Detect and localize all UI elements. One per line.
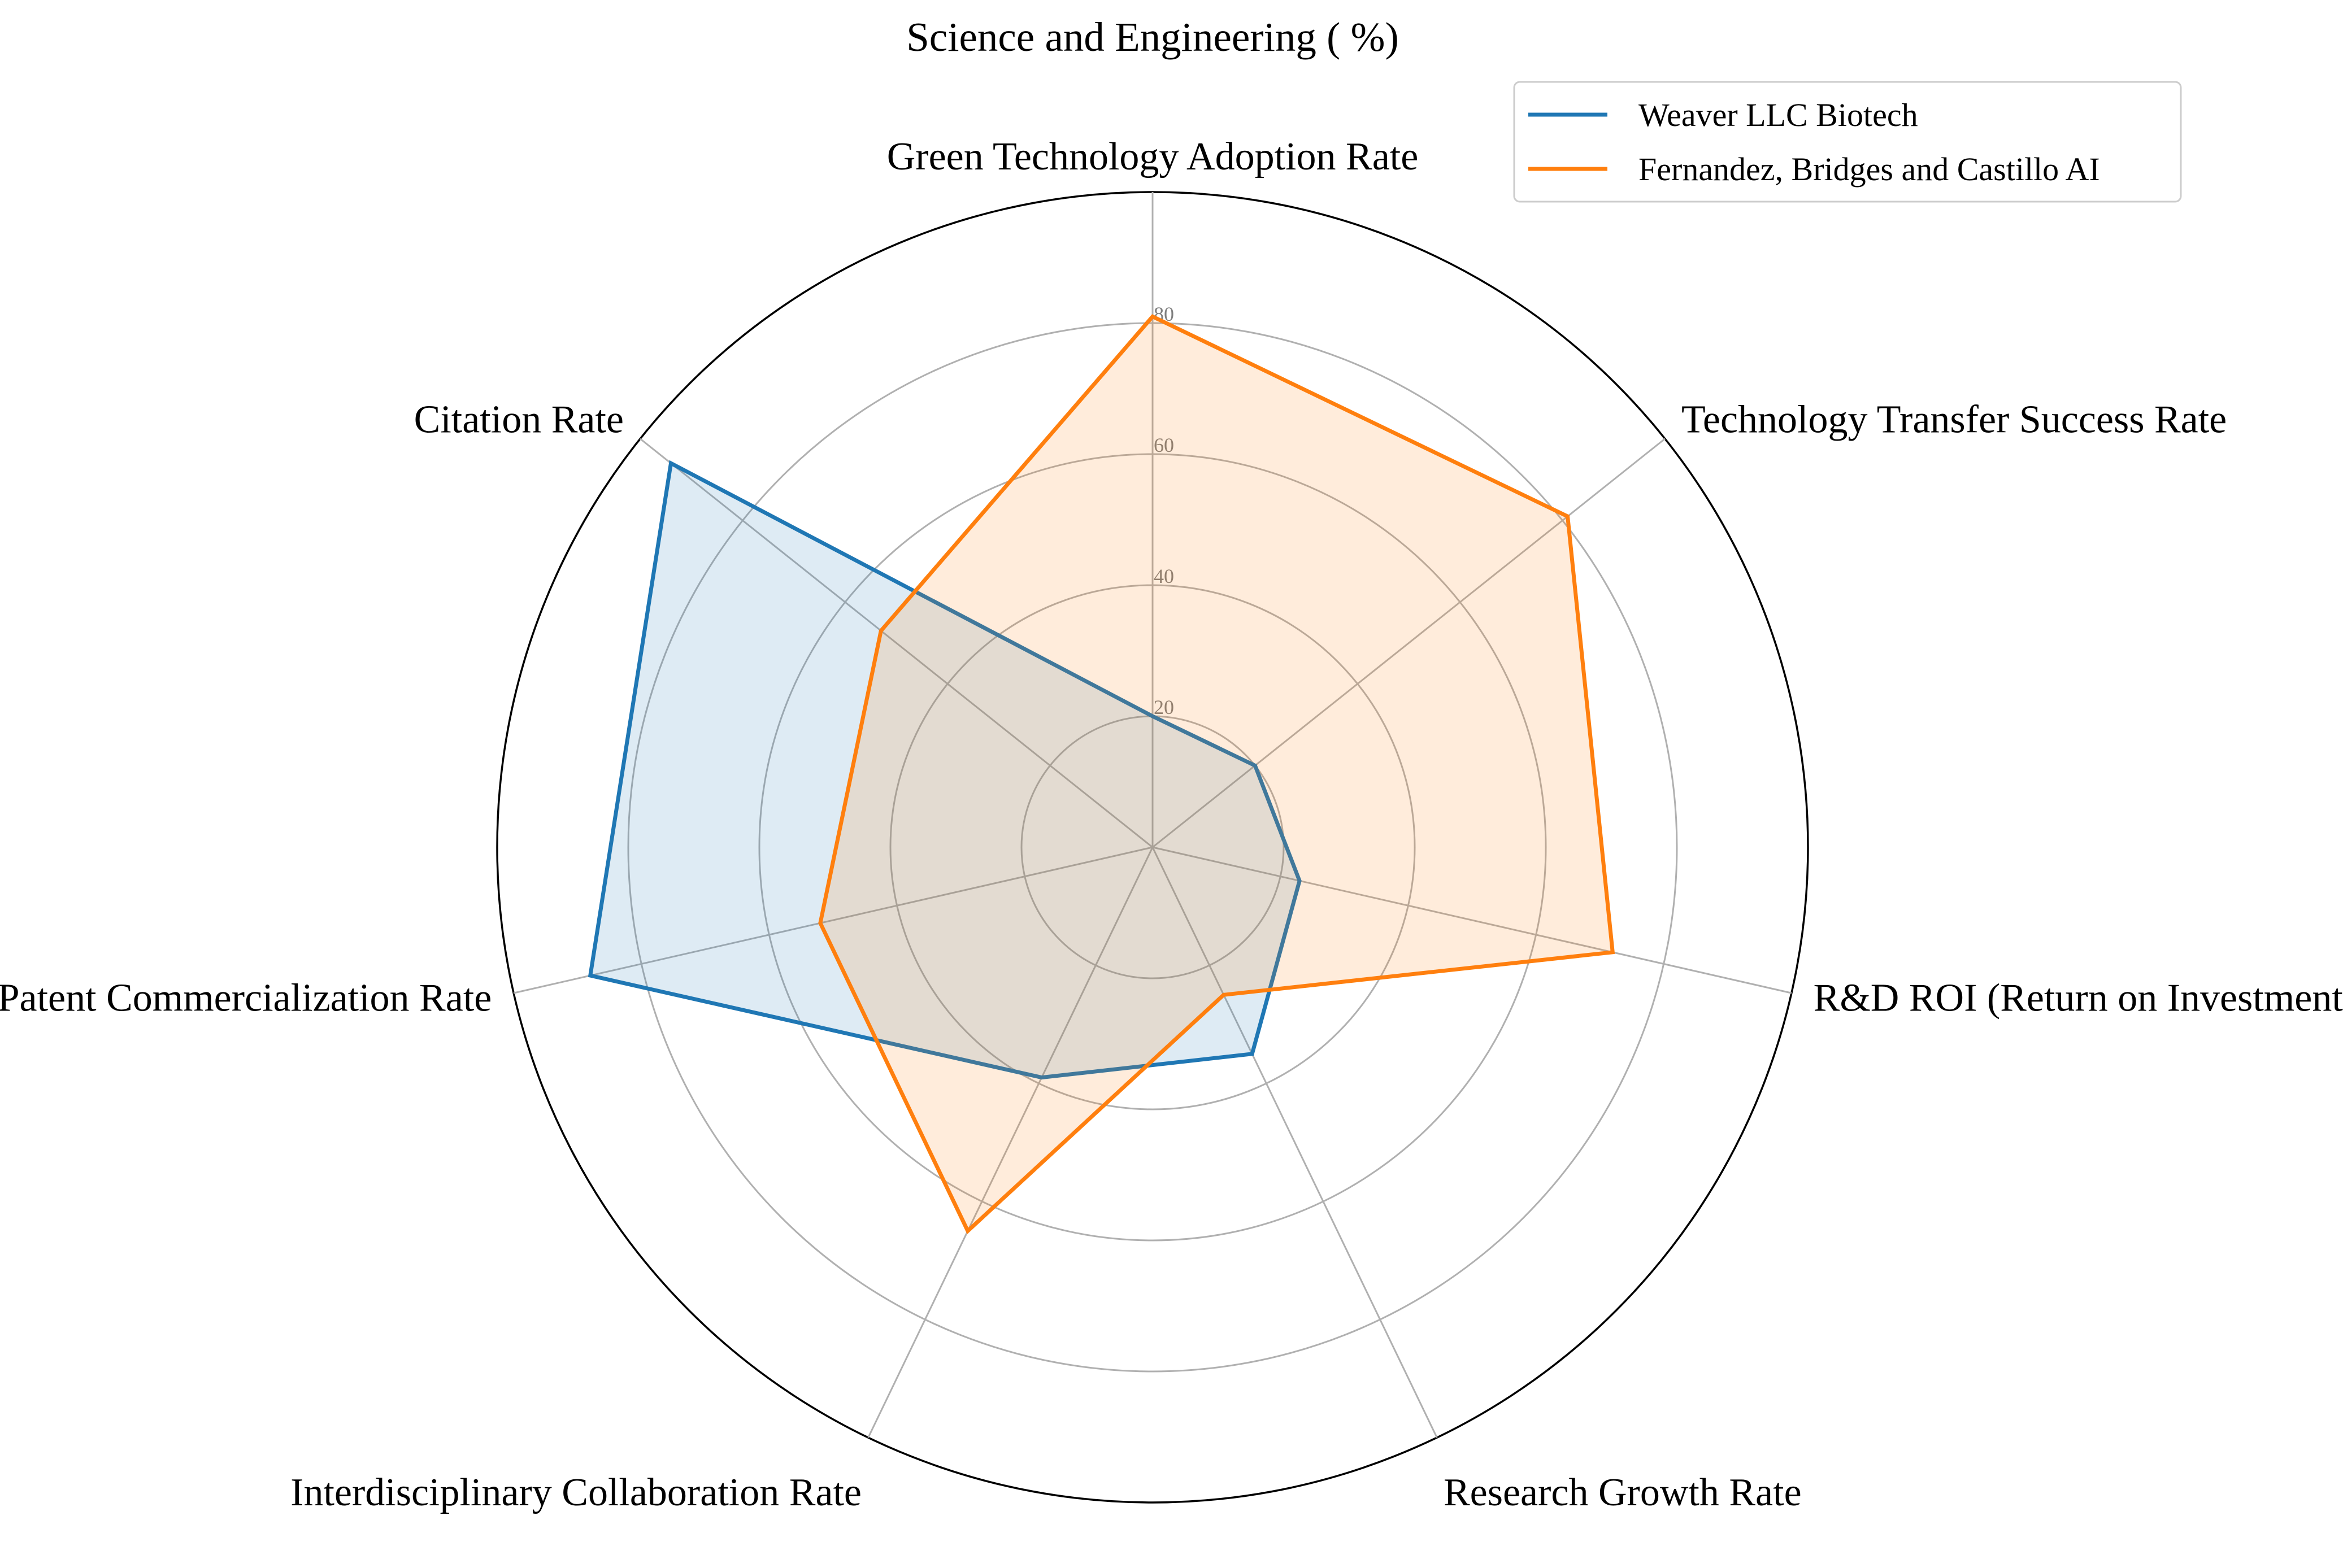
axis-label: Green Technology Adoption Rate: [887, 135, 1419, 178]
axis-label: R&D ROI (Return on Investment): [1814, 976, 2343, 1020]
radial-tick-label: 40: [1154, 565, 1174, 587]
legend-label: Fernandez, Bridges and Castillo AI: [1638, 151, 2100, 188]
legend: Weaver LLC Biotech Fernandez, Bridges and…: [1513, 81, 2182, 203]
series-fill: [820, 316, 1613, 1231]
axis-label: Technology Transfer Success Rate: [1681, 398, 2227, 442]
chart-title: Science and Engineering ( %): [906, 14, 1399, 60]
axis-spoke: [1151, 847, 1438, 1438]
axis-spoke: [1152, 846, 1792, 994]
legend-box: [1513, 81, 2182, 203]
axis-label: Interdisciplinary Collaboration Rate: [290, 1471, 862, 1514]
axis-spoke: [513, 846, 1153, 994]
axis-spoke: [867, 847, 1154, 1438]
radial-tick-label: 60: [1154, 434, 1174, 456]
radial-tick-label: 20: [1154, 696, 1174, 718]
axis-label: Research Growth Rate: [1444, 1471, 1802, 1514]
series-line: [818, 314, 1615, 1235]
radar-series: [588, 314, 1615, 1235]
axis-spoke: [1152, 438, 1666, 848]
legend-label: Weaver LLC Biotech: [1638, 97, 1918, 133]
axis-label: Citation Rate: [414, 398, 624, 442]
radar-axis-labels: Green Technology Adoption Rate Technology…: [0, 135, 2343, 1514]
axis-label: Patent Commercialization Rate: [0, 976, 492, 1020]
series-fill: [590, 463, 1300, 1078]
axis-spoke: [640, 438, 1153, 848]
